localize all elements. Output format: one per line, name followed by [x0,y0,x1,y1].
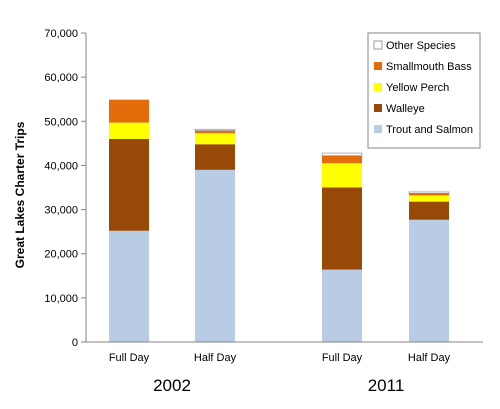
x-category-label: Full Day [109,352,150,364]
bar-segment-yellow-perch [195,133,235,145]
y-tick-label: 30,000 [44,205,78,217]
bar-segment-smallmouth-bass [409,193,449,196]
legend: Other Species Smallmouth Bass Yellow Perch… [367,32,481,149]
y-tick-label: 10,000 [44,293,78,305]
y-ticks-layer: 0 10,000 20,000 30,000 40,000 50,000 60,000 70,… [44,28,86,349]
category-labels-layer: Full Day Half Day Full Day Half Day [109,352,451,364]
legend-label-walleye: Walleye [386,103,425,115]
legend-label-other-species: Other Species [386,40,456,52]
bar-segment-yellow-perch [409,195,449,202]
bar-segment-trout-and-salmon [322,269,362,342]
bar-segment-walleye [322,187,362,270]
bars-layer [109,99,450,342]
bar-segment-trout-and-salmon [195,169,235,342]
bar-segment-smallmouth-bass [322,155,362,164]
legend-swatch-yellow-perch [374,83,382,91]
legend-swatch-walleye [374,104,382,112]
legend-label-trout-and-salmon: Trout and Salmon [386,124,473,136]
bar-segment-smallmouth-bass [109,99,149,123]
y-axis-title: Great Lakes Charter Trips [13,121,27,268]
x-group-label: 2002 [153,376,191,395]
y-tick-label: 60,000 [44,72,78,84]
y-tick-label: 40,000 [44,160,78,172]
bar-segment-other-species [194,128,236,131]
legend-swatch-smallmouth-bass [374,62,382,70]
axes-layer [85,33,483,343]
x-category-label: Half Day [408,352,451,364]
bar-segment-walleye [109,138,149,231]
bar-segment-walleye [409,201,449,220]
bar-segment-other-species [321,152,363,157]
group-labels-layer: 2002 2011 [153,376,404,395]
x-group-label: 2011 [368,376,405,395]
y-tick-label: 70,000 [44,28,78,40]
legend-label-yellow-perch: Yellow Perch [386,82,449,94]
bar-segment-trout-and-salmon [109,230,149,342]
x-category-label: Half Day [194,352,237,364]
bar-segment-smallmouth-bass [195,130,235,134]
x-category-label: Full Day [322,352,363,364]
legend-label-smallmouth-bass: Smallmouth Bass [386,61,472,73]
bar-segment-yellow-perch [109,122,149,139]
y-tick-label: 0 [72,337,78,349]
legend-swatch-trout-and-salmon [374,125,382,133]
y-tick-label: 50,000 [44,116,78,128]
legend-swatch-other-species [373,40,383,50]
bar-segment-trout-and-salmon [409,219,449,342]
bar-segment-walleye [195,144,235,170]
y-tick-label: 20,000 [44,249,78,261]
bar-segment-yellow-perch [322,163,362,188]
bar-segment-other-species [408,191,450,194]
legend-box [367,32,481,149]
